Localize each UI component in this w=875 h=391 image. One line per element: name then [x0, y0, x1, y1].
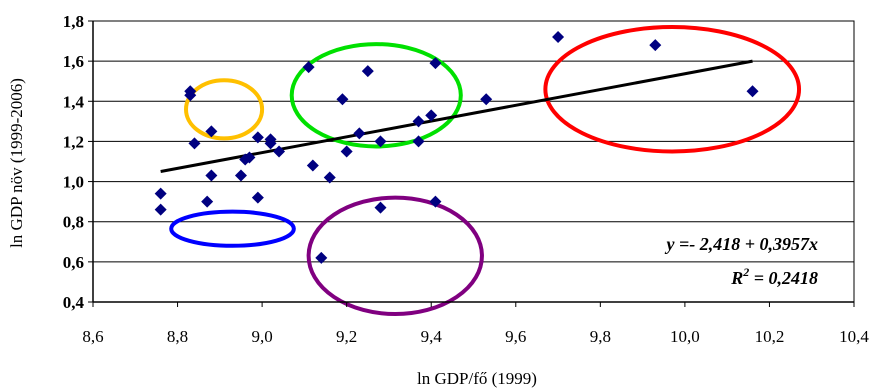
orange-group-ellipse — [184, 78, 265, 141]
data-point-20 — [336, 93, 349, 106]
data-point-21 — [340, 145, 353, 158]
data-point-18 — [315, 251, 328, 264]
data-point-22 — [353, 127, 366, 140]
data-point-15 — [273, 145, 286, 158]
y-tick-label-1: 0,6 — [63, 253, 84, 272]
data-point-17 — [306, 159, 319, 172]
data-point-0 — [154, 187, 167, 200]
data-point-24 — [374, 135, 387, 148]
x-tick-label-8: 10,2 — [755, 327, 785, 346]
y-tick-label-5: 1,4 — [63, 92, 85, 111]
data-point-12 — [251, 131, 264, 144]
data-point-29 — [429, 195, 442, 208]
r-squared-exponent: 2 — [742, 265, 749, 279]
blue-group-ellipse — [169, 209, 296, 248]
data-point-1 — [154, 203, 167, 216]
gridlines — [93, 20, 854, 303]
data-point-34 — [746, 85, 759, 98]
r-squared-symbol: R — [730, 268, 743, 288]
data-point-4 — [188, 137, 201, 150]
data-point-26 — [412, 135, 425, 148]
y-tick-label-4: 1,2 — [63, 132, 84, 151]
y-tick-label-7: 1,8 — [63, 12, 84, 31]
green-group-ellipse — [289, 42, 463, 149]
data-point-10 — [243, 151, 256, 164]
purple-group-ellipse — [306, 195, 484, 317]
data-point-33 — [649, 39, 662, 52]
x-tick-label-9: 10,4 — [839, 327, 869, 346]
x-tick-label-3: 9,2 — [336, 327, 357, 346]
data-point-11 — [251, 191, 264, 204]
data-point-27 — [412, 115, 425, 128]
data-point-7 — [205, 125, 218, 138]
y-tick-label-6: 1,6 — [63, 52, 84, 71]
y-axis-label: ln GDP növ (1999-2006) — [7, 78, 26, 248]
x-tick-label-2: 9,0 — [251, 327, 272, 346]
data-point-3 — [184, 89, 197, 102]
data-point-28 — [425, 109, 438, 122]
y-tick-label-2: 0,8 — [63, 213, 84, 232]
x-tick-label-4: 9,4 — [421, 327, 443, 346]
data-point-8 — [234, 169, 247, 182]
r-squared-value: = 0,2418 — [749, 268, 818, 288]
x-tick-label-0: 8,6 — [82, 327, 103, 346]
r-squared: R2 = 0,2418 — [730, 265, 818, 288]
red-group-ellipse — [543, 25, 802, 154]
data-points — [154, 31, 759, 264]
group-ellipses — [169, 25, 802, 317]
axes — [88, 20, 855, 307]
data-point-16 — [302, 61, 315, 74]
trendline-path — [160, 59, 753, 174]
trendline — [160, 59, 753, 174]
y-tick-label-0: 0,4 — [63, 293, 85, 312]
y-tick-labels: 0,4 0,6 0,8 1,0 1,2 1,4 1,6 1,8 — [63, 12, 85, 312]
x-tick-label-1: 8,8 — [167, 327, 188, 346]
data-point-30 — [429, 57, 442, 70]
regression-equation: y =- 2,418 + 0,3957x — [665, 234, 819, 254]
x-tick-label-5: 9,6 — [505, 327, 526, 346]
data-point-19 — [323, 171, 336, 184]
y-tick-label-3: 1,0 — [63, 173, 84, 192]
data-point-23 — [361, 65, 374, 78]
data-point-32 — [552, 31, 565, 44]
data-point-5 — [201, 195, 214, 208]
x-axis-label: ln GDP/fő (1999) — [417, 369, 537, 388]
data-point-14 — [264, 133, 277, 146]
data-point-31 — [480, 93, 493, 106]
x-tick-label-7: 10,0 — [670, 327, 700, 346]
x-tick-label-6: 9,8 — [590, 327, 611, 346]
x-tick-labels: 8,6 8,8 9,0 9,2 9,4 9,6 9,8 10,0 10,2 10,4 — [82, 327, 869, 346]
data-point-25 — [374, 201, 387, 214]
data-point-6 — [205, 169, 218, 182]
